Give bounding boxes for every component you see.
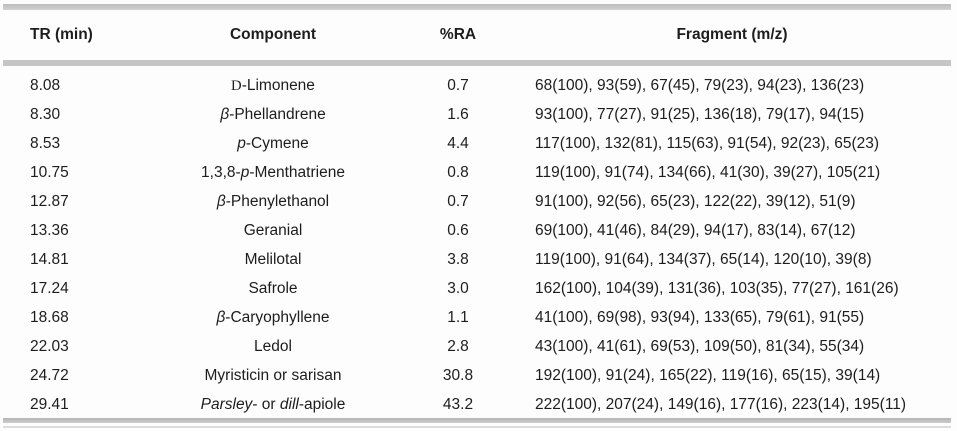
compound-fragment-table: TR (min) Component %RA Fragment (m/z) 8.… <box>3 10 951 419</box>
cell-percent-ra: 0.6 <box>447 221 469 239</box>
cell-component: 1,3,8-p-Menthatriene <box>143 158 403 187</box>
cell-fragment-mz: 192(100), 91(24), 165(22), 119(16), 65(1… <box>535 366 881 384</box>
component-segment: -Limonene <box>241 76 315 94</box>
cell-component: D-Limonene <box>143 63 403 100</box>
cell-tr-min: 22.03 <box>30 337 69 355</box>
cell-tr-min: 24.72 <box>30 366 69 384</box>
cell-component: Myristicin or sarisan <box>143 361 403 390</box>
component-segment: -Phenylethanol <box>225 192 330 210</box>
cell-tr-min: 29.41 <box>30 395 69 413</box>
cell-tr-min: 8.08 <box>30 76 61 94</box>
component-segment: β <box>216 308 226 326</box>
component-segment: β <box>216 192 226 210</box>
cell-fragment-mz: 119(100), 91(64), 134(37), 65(14), 120(1… <box>535 250 872 268</box>
table-bottom-rule-thin <box>3 426 951 428</box>
cell-percent-ra: 43.2 <box>442 395 474 413</box>
cell-component: p-Cymene <box>143 129 403 158</box>
cell-fragment-mz: 119(100), 91(74), 134(66), 41(30), 39(27… <box>535 163 881 181</box>
cell-component: β-Phenylethanol <box>143 187 403 216</box>
table-row: 14.81 Melilotal 3.8 119(100), 91(64), 134(3… <box>3 245 951 274</box>
cell-tr-min: 13.36 <box>30 221 69 239</box>
header-tr-min: TR (min) <box>3 10 143 66</box>
component-segment: Parsley <box>200 395 253 413</box>
table-row: 10.75 1,3,8-p-Menthatriene 0.8 119(100), 91… <box>3 158 951 187</box>
cell-percent-ra: 0.7 <box>447 76 469 94</box>
component-segment: Myristicin or sarisan <box>204 366 342 384</box>
cell-fragment-mz: 91(100), 92(56), 65(23), 122(22), 39(12)… <box>535 192 856 210</box>
cell-tr-min: 17.24 <box>30 279 69 297</box>
cell-percent-ra: 3.0 <box>447 279 469 297</box>
header-fragment-mz: Fragment (m/z) <box>513 10 951 66</box>
cell-tr-min: 14.81 <box>30 250 69 268</box>
cell-percent-ra: 1.6 <box>447 105 469 123</box>
cell-tr-min: 18.68 <box>30 308 69 326</box>
cell-fragment-mz: 93(100), 77(27), 91(25), 136(18), 79(17)… <box>535 105 865 123</box>
component-segment: 1,3,8- <box>201 163 241 181</box>
component-segment: p <box>240 163 250 181</box>
cell-percent-ra: 2.8 <box>447 337 469 355</box>
component-segment: p <box>237 134 246 152</box>
component-segment: D <box>231 77 242 94</box>
component-segment: -Phellandrene <box>229 105 326 123</box>
cell-percent-ra: 4.4 <box>447 134 469 152</box>
cell-percent-ra: 3.8 <box>447 250 469 268</box>
table-row: 18.68 β-Caryophyllene 1.1 41(100), 69(98), … <box>3 303 951 332</box>
component-segment: -apiole <box>298 395 346 413</box>
table-top-rule <box>3 4 951 10</box>
header-percent-ra: %RA <box>403 10 513 66</box>
cell-component: Ledol <box>143 332 403 361</box>
cell-component: Safrole <box>143 274 403 303</box>
component-segment: -Cymene <box>245 134 309 152</box>
component-segment: Geranial <box>243 221 303 239</box>
cell-fragment-mz: 222(100), 207(24), 149(16), 177(16), 223… <box>535 395 907 413</box>
cell-component: Parsley- or dill-apiole <box>143 390 403 419</box>
cell-tr-min: 8.53 <box>30 134 61 152</box>
cell-component: β-Phellandrene <box>143 100 403 129</box>
table-row: 22.03 Ledol 2.8 43(100), 41(61), 69(53), 10… <box>3 332 951 361</box>
cell-fragment-mz: 117(100), 132(81), 115(63), 91(54), 92(2… <box>535 134 880 152</box>
component-segment: -Menthatriene <box>249 163 345 181</box>
component-segment: Safrole <box>248 279 298 297</box>
table-row: 17.24 Safrole 3.0 162(100), 104(39), 131(36… <box>3 274 951 303</box>
cell-fragment-mz: 162(100), 104(39), 131(36), 103(35), 77(… <box>535 279 899 297</box>
table-row: 8.30 β-Phellandrene 1.6 93(100), 77(27), 91… <box>3 100 951 129</box>
component-segment: -Caryophyllene <box>225 308 330 326</box>
cell-component: Geranial <box>143 216 403 245</box>
component-segment: Melilotal <box>244 250 302 268</box>
cell-tr-min: 12.87 <box>30 192 69 210</box>
cell-fragment-mz: 68(100), 93(59), 67(45), 79(23), 94(23),… <box>535 76 865 94</box>
table-row: 13.36 Geranial 0.6 69(100), 41(46), 84(29),… <box>3 216 951 245</box>
component-segment: - or <box>252 395 280 413</box>
cell-fragment-mz: 41(100), 69(98), 93(94), 133(65), 79(61)… <box>535 308 865 326</box>
cell-percent-ra: 0.8 <box>447 163 469 181</box>
table-row: 12.87 β-Phenylethanol 0.7 91(100), 92(56), … <box>3 187 951 216</box>
cell-tr-min: 8.30 <box>30 105 61 123</box>
cell-tr-min: 10.75 <box>30 163 69 181</box>
component-segment: dill <box>279 395 299 413</box>
header-component: Component <box>143 10 403 66</box>
component-segment: Ledol <box>254 337 292 355</box>
table-row: 8.53 p-Cymene 4.4 117(100), 132(81), 115(63… <box>3 129 951 158</box>
table-bottom-rule <box>3 418 951 423</box>
table-body: 8.08 D-Limonene 0.7 68(100), 93(59), 67(45)… <box>3 63 951 419</box>
table-row: 29.41 Parsley- or dill-apiole 43.2 222(100)… <box>3 390 951 419</box>
header-row: TR (min) Component %RA Fragment (m/z) <box>3 10 951 66</box>
cell-fragment-mz: 43(100), 41(61), 69(53), 109(50), 81(34)… <box>535 337 865 355</box>
table-header: TR (min) Component %RA Fragment (m/z) <box>3 10 951 66</box>
cell-percent-ra: 30.8 <box>442 366 474 384</box>
table-row: 8.08 D-Limonene 0.7 68(100), 93(59), 67(45)… <box>3 63 951 100</box>
cell-fragment-mz: 69(100), 41(46), 84(29), 94(17), 83(14),… <box>535 221 856 239</box>
cell-percent-ra: 1.1 <box>447 308 469 326</box>
component-segment: β <box>220 105 230 123</box>
cell-percent-ra: 0.7 <box>447 192 469 210</box>
table-row: 24.72 Myristicin or sarisan 30.8 192(100), … <box>3 361 951 390</box>
cell-component: Melilotal <box>143 245 403 274</box>
cell-component: β-Caryophyllene <box>143 303 403 332</box>
